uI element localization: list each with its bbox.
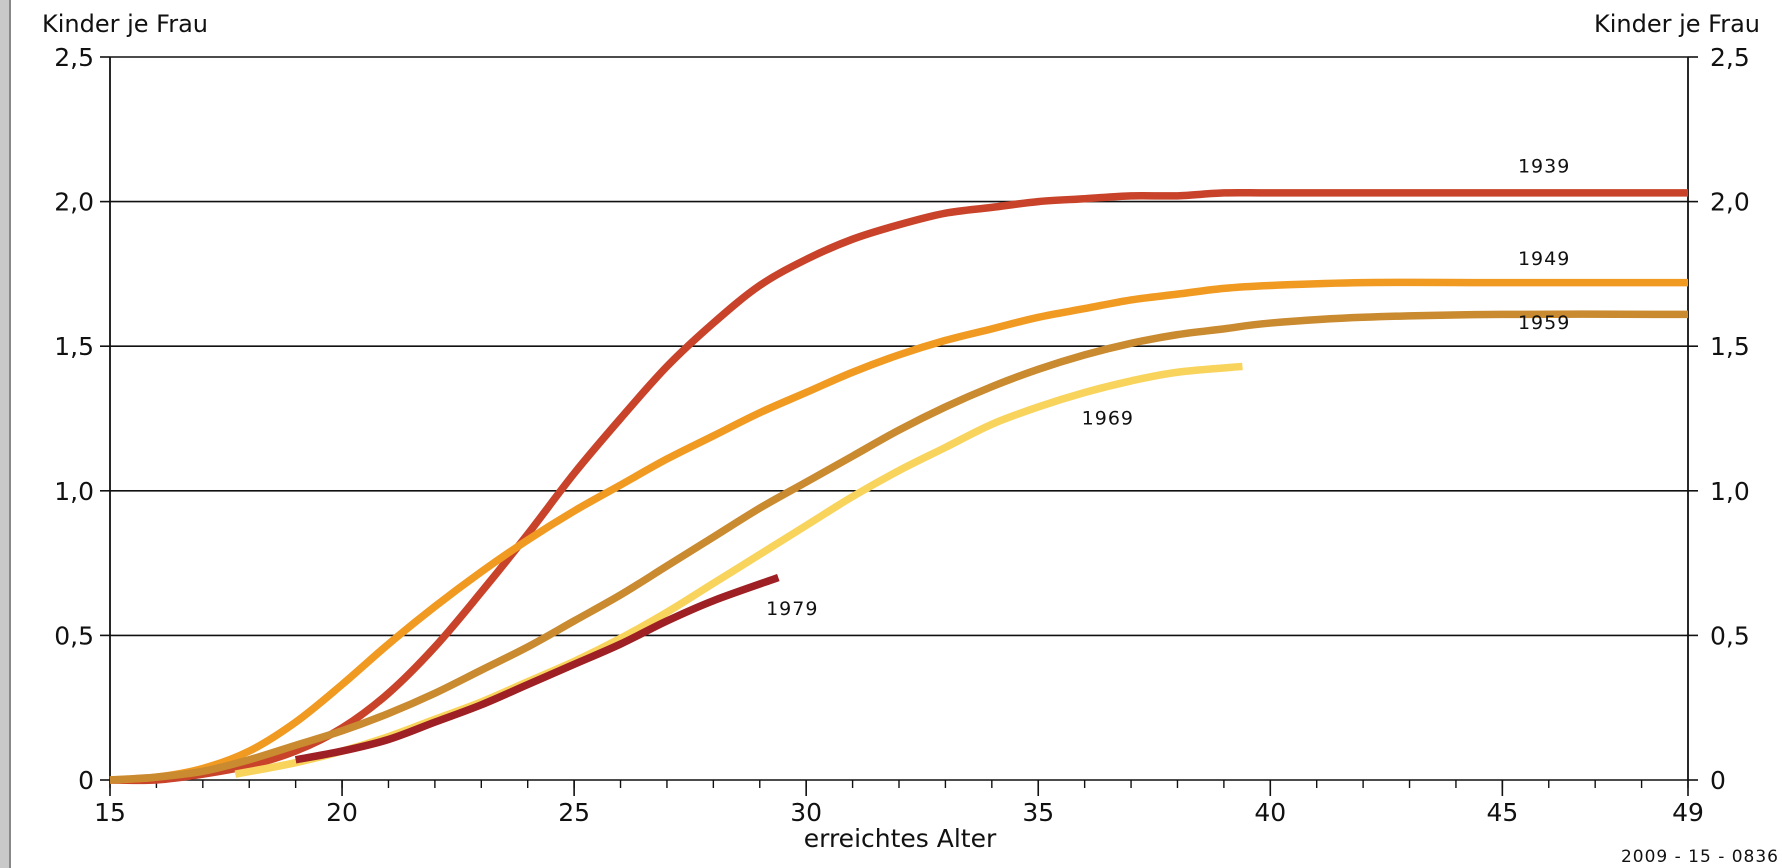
series-line-1949 — [109, 278, 1688, 784]
x-tick-label: 45 — [1486, 798, 1518, 827]
y-tick-label-right: 0,5 — [1710, 621, 1750, 650]
axes: 0 0 0,5 0,5 1,0 1,0 1,5 1,5 2,0 2,0 2,5 2,5 15 20 25 30… — [54, 43, 1750, 827]
series-line-1979 — [294, 574, 780, 764]
y-tick-label-right: 2,0 — [1710, 188, 1750, 217]
series-lines — [109, 188, 1689, 785]
series-labels: 1939 1949 1959 1969 1979 — [766, 156, 1570, 620]
y-tick-label-left: 1,5 — [54, 332, 94, 361]
x-tick-label: 40 — [1254, 798, 1286, 827]
series-label-1969: 1969 — [1082, 407, 1134, 429]
source-code: 2009 - 15 - 0836 — [1621, 847, 1779, 867]
y-tick-label-right: 1,0 — [1710, 477, 1750, 506]
y-tick-label-left: 1,0 — [54, 477, 94, 506]
x-tick-label: 20 — [326, 798, 358, 827]
series-label-1949: 1949 — [1518, 248, 1570, 270]
x-tick-label: 15 — [94, 798, 126, 827]
x-axis-label: erreichtes Alter — [804, 824, 997, 853]
x-tick-label: 30 — [790, 798, 822, 827]
y-tick-label-left: 0 — [78, 766, 94, 795]
y-tick-label-left: 0,5 — [54, 621, 94, 650]
x-tick-label: 25 — [558, 798, 590, 827]
series-line-1959 — [109, 310, 1689, 784]
y-axis-label-left: Kinder je Frau — [42, 10, 208, 38]
x-tick-label: 35 — [1022, 798, 1054, 827]
y-axis-label-right: Kinder je Frau — [1594, 10, 1760, 38]
y-tick-label-right: 0 — [1710, 766, 1726, 795]
y-tick-label-right: 1,5 — [1710, 332, 1750, 361]
series-label-1959: 1959 — [1518, 312, 1570, 334]
y-tick-label-right: 2,5 — [1710, 43, 1750, 72]
series-label-1939: 1939 — [1518, 156, 1570, 178]
series-label-1979: 1979 — [766, 598, 818, 620]
y-tick-label-left: 2,5 — [54, 43, 94, 72]
x-tick-label: 49 — [1672, 798, 1704, 827]
y-tick-label-left: 2,0 — [54, 188, 94, 217]
